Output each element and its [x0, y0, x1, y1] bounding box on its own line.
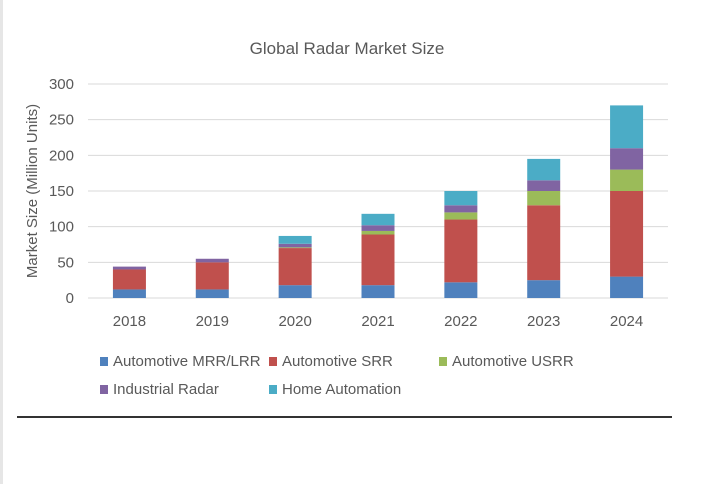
bar-segment	[361, 285, 395, 298]
bar-segment	[361, 234, 395, 286]
bar-segment	[444, 205, 478, 213]
y-tick-label: 250	[49, 112, 74, 129]
bar-segment	[195, 289, 229, 298]
y-tick-label: 150	[49, 183, 74, 200]
bar-segment	[112, 269, 146, 290]
bar-segment	[112, 266, 146, 270]
divider-line	[17, 416, 672, 418]
legend-swatch	[269, 357, 277, 366]
legend-swatch	[100, 357, 108, 366]
y-tick-label: 200	[49, 147, 74, 164]
bar-segment	[361, 225, 395, 231]
legend-label: Home Automation	[282, 381, 402, 398]
x-tick-label: 2018	[113, 313, 146, 330]
y-tick-label: 100	[49, 219, 74, 236]
legend-label: Automotive SRR	[282, 353, 393, 370]
chart-title: Global Radar Market Size	[250, 39, 445, 58]
legend-item: Home Automation	[269, 381, 401, 398]
bar-segment	[610, 191, 644, 277]
bar-segment	[527, 158, 561, 181]
bar-segment	[527, 205, 561, 281]
bar-segment	[444, 191, 478, 206]
legend-item: Automotive MRR/LRR	[100, 353, 261, 370]
bar-segment	[278, 248, 312, 286]
legend-label: Automotive MRR/LRR	[113, 353, 261, 370]
legend-label: Industrial Radar	[113, 381, 219, 398]
bar-segment	[195, 262, 229, 290]
bar-segment	[527, 180, 561, 191]
bar-segment	[610, 169, 644, 191]
x-tick-label: 2024	[610, 313, 643, 330]
y-tick-label: 0	[66, 290, 74, 307]
bar-segment	[195, 258, 229, 263]
x-tick-label: 2021	[361, 313, 394, 330]
bar-segment	[444, 212, 478, 220]
y-tick-label: 300	[49, 76, 74, 93]
legend-swatch	[269, 385, 277, 394]
y-axis-label: Market Size (Million Units)	[24, 104, 41, 278]
bar-segment	[527, 280, 561, 298]
bar-segment	[444, 219, 478, 283]
bar-segment	[361, 230, 395, 235]
x-tick-label: 2020	[278, 313, 311, 330]
bar-segment	[361, 213, 395, 226]
bar-segment	[112, 289, 146, 298]
bar-segment	[278, 243, 312, 248]
legend-item: Industrial Radar	[100, 381, 219, 398]
bar-segment	[610, 276, 644, 298]
bar-segment	[278, 285, 312, 298]
x-tick-label: 2023	[527, 313, 560, 330]
legend-item: Automotive USRR	[439, 353, 574, 370]
y-tick-label: 50	[57, 254, 74, 271]
bar-segment	[278, 247, 312, 249]
bar-segment	[278, 235, 312, 244]
legend-swatch	[439, 357, 447, 366]
bar-segment	[610, 148, 644, 170]
bar-segment	[527, 191, 561, 206]
legend-swatch	[100, 385, 108, 394]
x-tick-label: 2022	[444, 313, 477, 330]
x-tick-label: 2019	[196, 313, 229, 330]
legend-label: Automotive USRR	[452, 353, 574, 370]
bar-segment	[444, 282, 478, 298]
legend-item: Automotive SRR	[269, 353, 393, 370]
bar-segment	[610, 105, 644, 149]
